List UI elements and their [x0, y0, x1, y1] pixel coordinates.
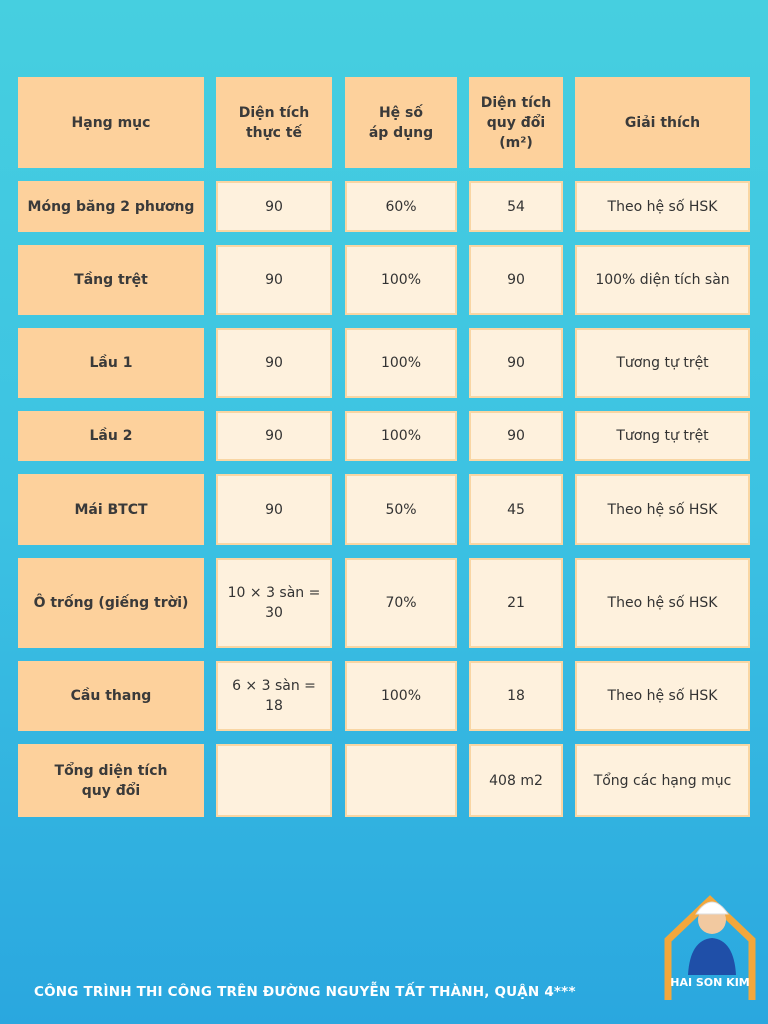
cell: 18 [469, 661, 563, 731]
cell: 54 [469, 181, 563, 232]
logo-house [664, 895, 756, 1000]
logo-mark [664, 895, 756, 1000]
header-cell: Hệ số áp dụng [345, 77, 457, 168]
cell: 45 [469, 474, 563, 545]
cell: 100% [345, 411, 457, 461]
cell: 90 [216, 245, 332, 315]
header-cell: Hạng mục [18, 77, 204, 168]
cell: 50% [345, 474, 457, 545]
cell: 90 [216, 328, 332, 398]
cell: Tương tự trệt [575, 411, 750, 461]
logo-body [688, 938, 736, 975]
cell: 70% [345, 558, 457, 648]
cell [345, 744, 457, 817]
logo-helmet [695, 901, 729, 915]
row-label: Móng băng 2 phương [18, 181, 204, 232]
cell: 90 [469, 328, 563, 398]
cell: 100% [345, 245, 457, 315]
cell: 100% diện tích sàn [575, 245, 750, 315]
row-label: Cầu thang [18, 661, 204, 731]
cell: 90 [469, 245, 563, 315]
row-label: Lầu 2 [18, 411, 204, 461]
footer-caption: CÔNG TRÌNH THI CÔNG TRÊN ĐƯỜNG NGUYỄN TẤ… [34, 984, 576, 1000]
row-label: Ô trống (giếng trời) [18, 558, 204, 648]
header-cell: Giải thích [575, 77, 750, 168]
cell: 21 [469, 558, 563, 648]
cell: 90 [216, 474, 332, 545]
header-cell: Diện tích thực tế [216, 77, 332, 168]
cell: 100% [345, 328, 457, 398]
cell: Tổng các hạng mục [575, 744, 750, 817]
cell: 408 m2 [469, 744, 563, 817]
cell: 6 × 3 sàn = 18 [216, 661, 332, 731]
row-label: Mái BTCT [18, 474, 204, 545]
cell: 90 [216, 411, 332, 461]
row-label: Tổng diện tích quy đổi [18, 744, 204, 817]
cell: 100% [345, 661, 457, 731]
cell: Theo hệ số HSK [575, 661, 750, 731]
cell: Theo hệ số HSK [575, 474, 750, 545]
cell: Tương tự trệt [575, 328, 750, 398]
cell: 90 [216, 181, 332, 232]
row-label: Lầu 1 [18, 328, 204, 398]
cell: 10 × 3 sàn = 30 [216, 558, 332, 648]
cell: Theo hệ số HSK [575, 181, 750, 232]
cell: 90 [469, 411, 563, 461]
cell [216, 744, 332, 817]
cell: Theo hệ số HSK [575, 558, 750, 648]
header-cell: Diện tích quy đổi (m²) [469, 77, 563, 168]
logo-text: HAI SON KIM [670, 976, 750, 989]
cell: 60% [345, 181, 457, 232]
row-label: Tầng trệt [18, 245, 204, 315]
